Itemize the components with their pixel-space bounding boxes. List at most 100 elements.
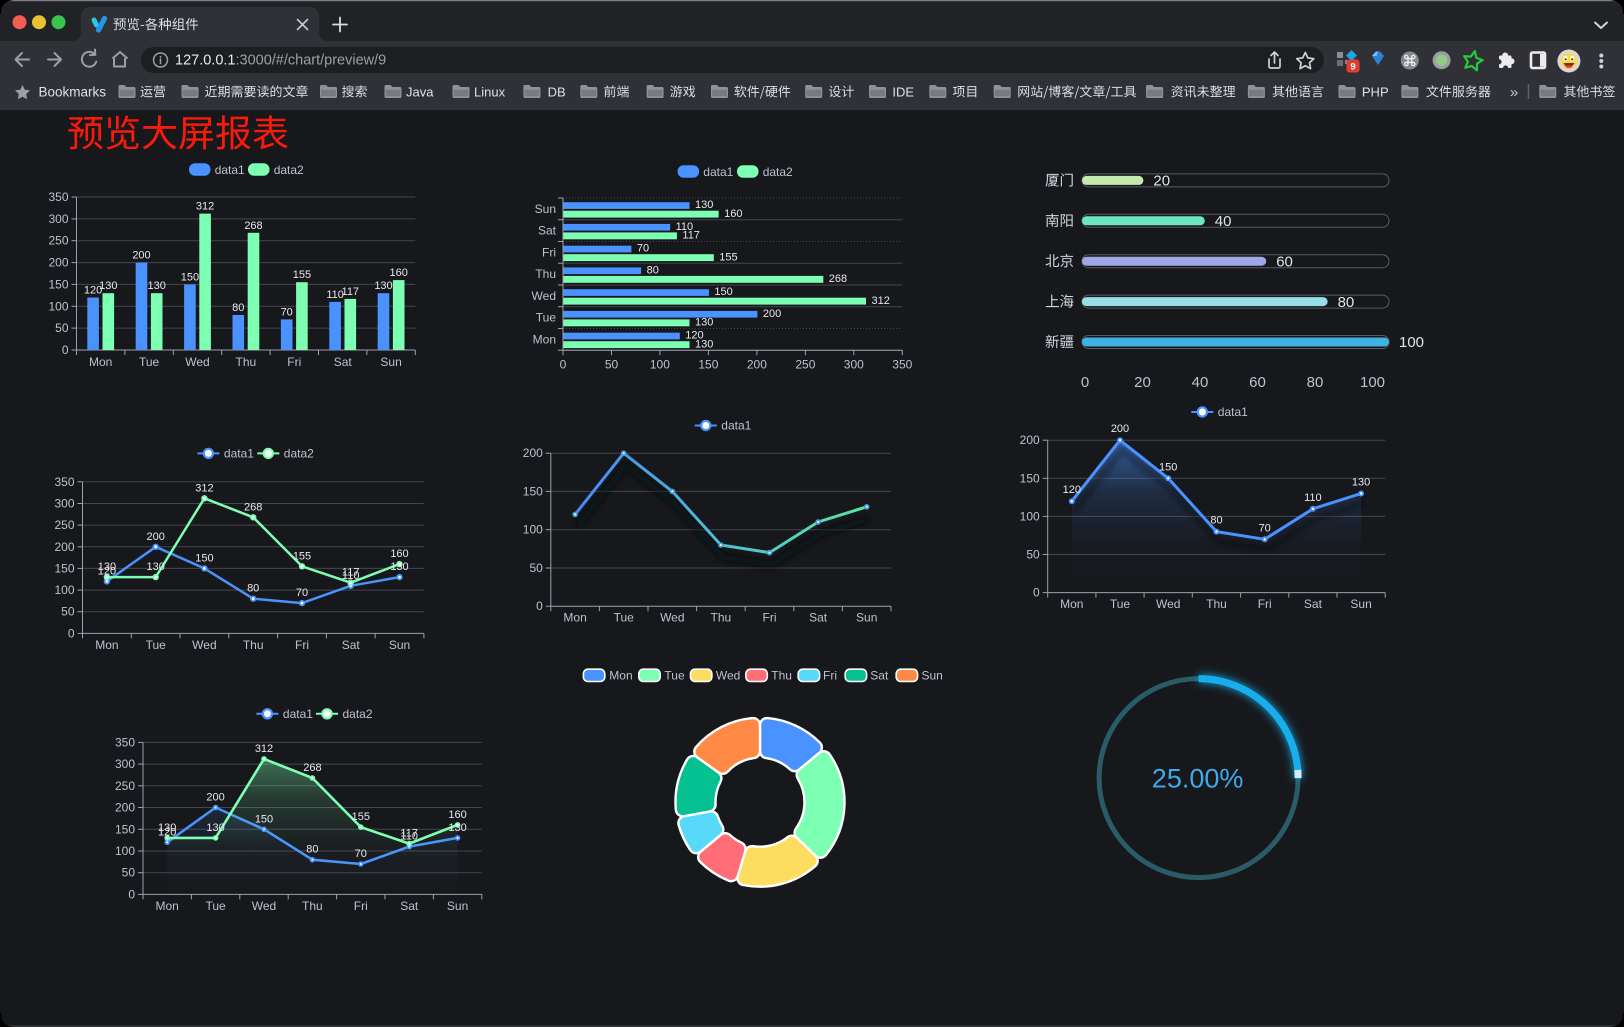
- svg-text:100: 100: [650, 358, 670, 372]
- svg-text:Fri: Fri: [542, 245, 556, 259]
- svg-text:Tue: Tue: [205, 899, 226, 913]
- svg-text:150: 150: [195, 552, 213, 564]
- svg-text:117: 117: [682, 230, 700, 242]
- svg-text:130: 130: [695, 338, 713, 350]
- svg-text:data1: data1: [215, 163, 245, 177]
- svg-text:Wed: Wed: [252, 899, 276, 913]
- svg-text:Mon: Mon: [533, 332, 556, 346]
- svg-text:25.00%: 25.00%: [1152, 764, 1244, 794]
- svg-text:350: 350: [115, 735, 135, 749]
- svg-text:Fri: Fri: [295, 638, 309, 652]
- svg-text:Mon: Mon: [156, 899, 179, 913]
- svg-text:Wed: Wed: [185, 355, 209, 369]
- svg-text:120: 120: [1063, 484, 1081, 496]
- svg-text:DB: DB: [548, 84, 566, 99]
- svg-text:312: 312: [255, 743, 273, 755]
- svg-text:PHP: PHP: [1362, 84, 1389, 99]
- svg-text:Tue: Tue: [146, 638, 167, 652]
- svg-text:127.0.0.1:3000/#/chart/preview: 127.0.0.1:3000/#/chart/preview/9: [175, 53, 386, 69]
- svg-text:80: 80: [306, 844, 318, 856]
- svg-text:Sun: Sun: [922, 669, 943, 683]
- svg-text:Fri: Fri: [1258, 597, 1272, 611]
- svg-text:Mon: Mon: [95, 638, 118, 652]
- svg-text:Bookmarks: Bookmarks: [39, 85, 107, 100]
- svg-text:130: 130: [158, 822, 176, 834]
- svg-text:Linux: Linux: [474, 84, 506, 99]
- svg-text:150: 150: [523, 484, 543, 498]
- svg-text:130: 130: [147, 561, 165, 573]
- svg-text:40: 40: [1215, 213, 1232, 230]
- svg-text:155: 155: [293, 269, 311, 281]
- svg-text:data2: data2: [274, 163, 304, 177]
- svg-text:50: 50: [529, 561, 543, 575]
- svg-text:300: 300: [48, 212, 68, 226]
- svg-text:50: 50: [61, 605, 75, 619]
- svg-text:data1: data1: [721, 419, 751, 433]
- svg-text:Thu: Thu: [236, 355, 257, 369]
- svg-text:130: 130: [374, 280, 392, 292]
- svg-text:155: 155: [719, 251, 737, 263]
- svg-text:data2: data2: [763, 165, 793, 179]
- svg-text:250: 250: [795, 358, 815, 372]
- svg-text:70: 70: [281, 306, 293, 318]
- svg-text:110: 110: [326, 289, 344, 301]
- svg-text:250: 250: [115, 779, 135, 793]
- svg-text:9: 9: [1350, 62, 1355, 73]
- svg-text:Fri: Fri: [354, 899, 368, 913]
- svg-text:20: 20: [1134, 374, 1151, 391]
- svg-text:Thu: Thu: [711, 611, 732, 625]
- svg-text:60: 60: [1276, 253, 1293, 270]
- svg-text:150: 150: [115, 822, 135, 836]
- svg-text:data2: data2: [284, 447, 314, 461]
- svg-text:110: 110: [400, 831, 418, 843]
- svg-text:130: 130: [148, 280, 166, 292]
- svg-text:80: 80: [232, 302, 244, 314]
- svg-text:Tue: Tue: [1110, 597, 1131, 611]
- svg-text:Sun: Sun: [535, 202, 556, 216]
- svg-text:160: 160: [390, 267, 408, 279]
- svg-text:160: 160: [724, 208, 742, 220]
- svg-text:Mon: Mon: [1060, 597, 1083, 611]
- svg-text:70: 70: [296, 587, 308, 599]
- svg-text:150: 150: [1159, 461, 1177, 473]
- svg-text:0: 0: [68, 626, 75, 640]
- svg-text:130: 130: [390, 561, 408, 573]
- svg-text:300: 300: [844, 358, 864, 372]
- svg-text:Sat: Sat: [400, 899, 419, 913]
- svg-text:Sun: Sun: [389, 638, 410, 652]
- svg-text:110: 110: [676, 221, 694, 233]
- svg-text:150: 150: [181, 271, 199, 283]
- svg-text:160: 160: [448, 809, 466, 821]
- svg-text:0: 0: [128, 887, 135, 901]
- svg-text:70: 70: [355, 848, 367, 860]
- svg-text:120: 120: [685, 330, 703, 342]
- svg-text:312: 312: [195, 482, 213, 494]
- svg-text:130: 130: [99, 280, 117, 292]
- svg-text:80: 80: [1210, 515, 1222, 527]
- svg-text:130: 130: [206, 822, 224, 834]
- svg-text:268: 268: [829, 273, 847, 285]
- svg-text:150: 150: [1020, 471, 1040, 485]
- svg-text:0: 0: [536, 599, 543, 613]
- svg-text:100: 100: [523, 523, 543, 537]
- svg-text:200: 200: [147, 531, 165, 543]
- svg-text:0: 0: [1081, 374, 1089, 391]
- svg-text:150: 150: [698, 358, 718, 372]
- svg-text:Sat: Sat: [1304, 597, 1323, 611]
- svg-text:200: 200: [1111, 423, 1129, 435]
- svg-text:data1: data1: [703, 165, 733, 179]
- svg-text:Mon: Mon: [609, 669, 632, 683]
- svg-text:200: 200: [206, 792, 224, 804]
- svg-text:20: 20: [1153, 173, 1170, 190]
- svg-text:100: 100: [1399, 334, 1424, 351]
- svg-text:110: 110: [342, 570, 360, 582]
- svg-text:Mon: Mon: [563, 611, 586, 625]
- svg-text:130: 130: [695, 317, 713, 329]
- svg-text:200: 200: [763, 308, 781, 320]
- svg-text:150: 150: [54, 561, 74, 575]
- svg-text:Fri: Fri: [823, 669, 837, 683]
- svg-text:200: 200: [48, 256, 68, 270]
- svg-text:100: 100: [1360, 374, 1385, 391]
- svg-text:Wed: Wed: [192, 638, 216, 652]
- svg-text:160: 160: [390, 548, 408, 560]
